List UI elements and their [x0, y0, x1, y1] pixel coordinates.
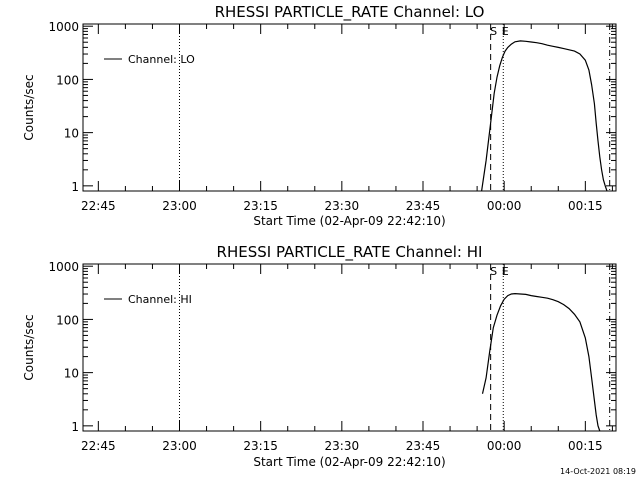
y-axis-label: Counts/sec	[22, 314, 36, 380]
x-tick-label: 23:15	[243, 439, 278, 453]
panel-hi: RHESSI PARTICLE_RATE Channel: HI Counts/s…	[22, 243, 617, 469]
x-tick-label: 00:00	[487, 199, 522, 213]
x-tick-label: 00:15	[568, 199, 603, 213]
footer-timestamp: 14-Oct-2021 08:19	[560, 467, 636, 476]
y-tick-label: 1	[71, 180, 79, 194]
x-tick-label: 23:30	[325, 199, 360, 213]
x-tick-label: 23:45	[406, 439, 441, 453]
y-tick-label: 100	[56, 73, 79, 87]
y-tick-label: 100	[56, 313, 79, 327]
y-tick-label: 1000	[48, 260, 79, 274]
x-tick-label: 00:15	[568, 439, 603, 453]
x-tick-label: 00:00	[487, 439, 522, 453]
y-tick-label: 10	[64, 127, 79, 141]
y-tick-label: 1000	[48, 20, 79, 34]
x-tick-label: 23:30	[325, 439, 360, 453]
series-line	[481, 292, 601, 432]
x-axis-label: Start Time (02-Apr-09 22:42:10)	[253, 455, 445, 469]
x-tick-label: 23:15	[243, 199, 278, 213]
marker-label-s: S	[490, 265, 497, 278]
marker-label-e: E	[502, 25, 509, 38]
marker-label-s: S	[490, 25, 497, 38]
x-tick-label: 22:45	[81, 439, 116, 453]
x-axis-label: Start Time (02-Apr-09 22:42:10)	[253, 214, 445, 228]
series-line	[481, 40, 608, 192]
chart-title: RHESSI PARTICLE_RATE Channel: LO	[215, 3, 485, 22]
y-tick-label: 10	[64, 367, 79, 381]
legend-entry: Channel: LO	[128, 53, 195, 66]
y-tick-label: 1	[71, 420, 79, 434]
x-tick-label: 23:45	[406, 199, 441, 213]
x-tick-label: 23:00	[162, 199, 197, 213]
x-tick-label: 23:00	[162, 439, 197, 453]
legend-entry: Channel: HI	[128, 293, 192, 306]
chart-title: RHESSI PARTICLE_RATE Channel: HI	[217, 243, 483, 262]
panel-lo: RHESSI PARTICLE_RATE Channel: LO Counts/s…	[22, 3, 617, 228]
marker-label-e: E	[502, 265, 509, 278]
y-axis-label: Counts/sec	[22, 74, 36, 140]
x-tick-label: 22:45	[81, 199, 116, 213]
